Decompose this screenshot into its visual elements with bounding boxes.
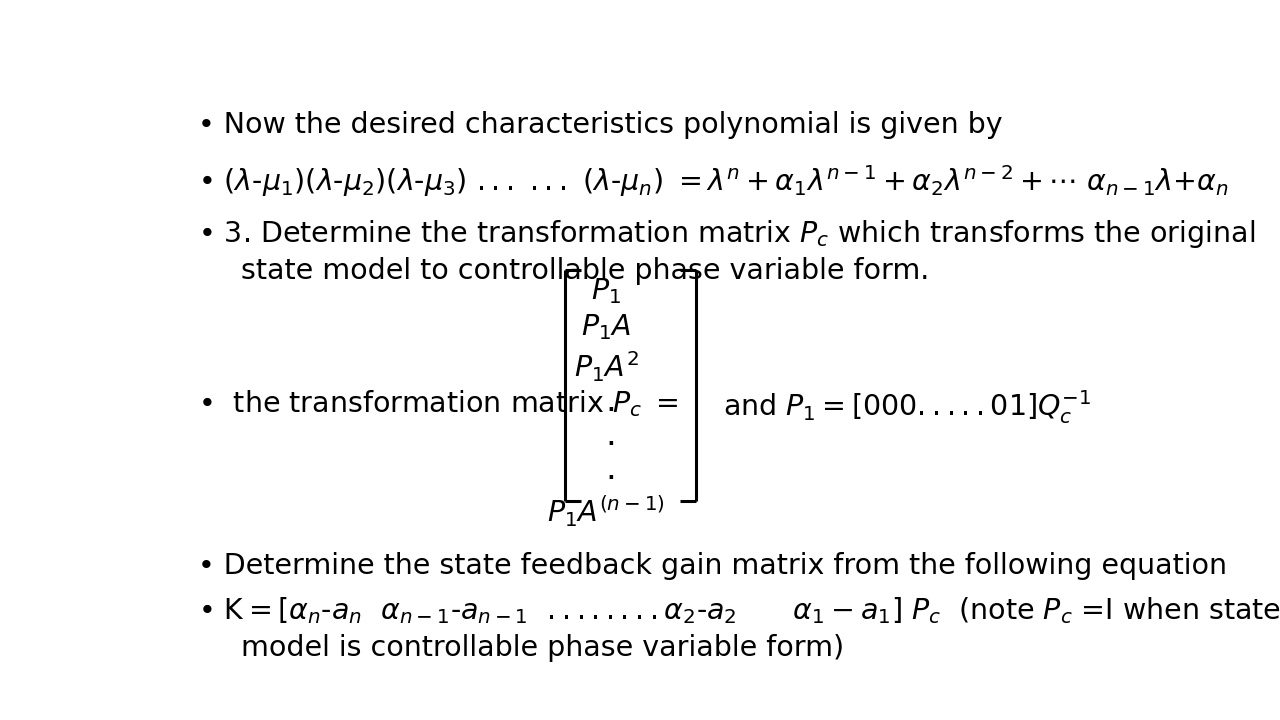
Text: $P_1A$: $P_1A$: [581, 312, 631, 343]
Text: $P_1A^{(n-1)}$: $P_1A^{(n-1)}$: [548, 494, 666, 529]
Text: $P_1A^2$: $P_1A^2$: [573, 349, 639, 384]
Text: model is controllable phase variable form): model is controllable phase variable for…: [242, 634, 845, 662]
Text: state model to controllable phase variable form.: state model to controllable phase variab…: [242, 257, 929, 285]
Text: •  the transformation matrix $P_c$ $=$: • the transformation matrix $P_c$ $=$: [197, 389, 678, 419]
Text: $P_1$: $P_1$: [591, 276, 621, 306]
Text: • $({\lambda}\text{-}{\mu}_1)({\lambda}\text{-}{\mu}_2)({\lambda}\text{-}{\mu}_3: • $({\lambda}\text{-}{\mu}_1)({\lambda}\…: [197, 163, 1229, 199]
Text: • 3. Determine the transformation matrix $P_c$ which transforms the original: • 3. Determine the transformation matrix…: [197, 218, 1254, 251]
Text: • Now the desired characteristics polynomial is given by: • Now the desired characteristics polyno…: [197, 112, 1002, 140]
Text: and $P_1{=}[000.....01]Q_c^{-1}$: and $P_1{=}[000.....01]Q_c^{-1}$: [723, 389, 1092, 426]
Text: • Determine the state feedback gain matrix from the following equation: • Determine the state feedback gain matr…: [197, 552, 1226, 580]
Text: • K$=[{\alpha}_n\text{-}a_n\ \ {\alpha}_{n-1}\text{-}a_{n-1}\ \ ........{\alpha}: • K$=[{\alpha}_n\text{-}a_n\ \ {\alpha}_…: [197, 595, 1280, 626]
Text: $.$: $.$: [605, 384, 614, 418]
Text: $.$: $.$: [605, 454, 614, 487]
Text: $.$: $.$: [605, 419, 614, 452]
